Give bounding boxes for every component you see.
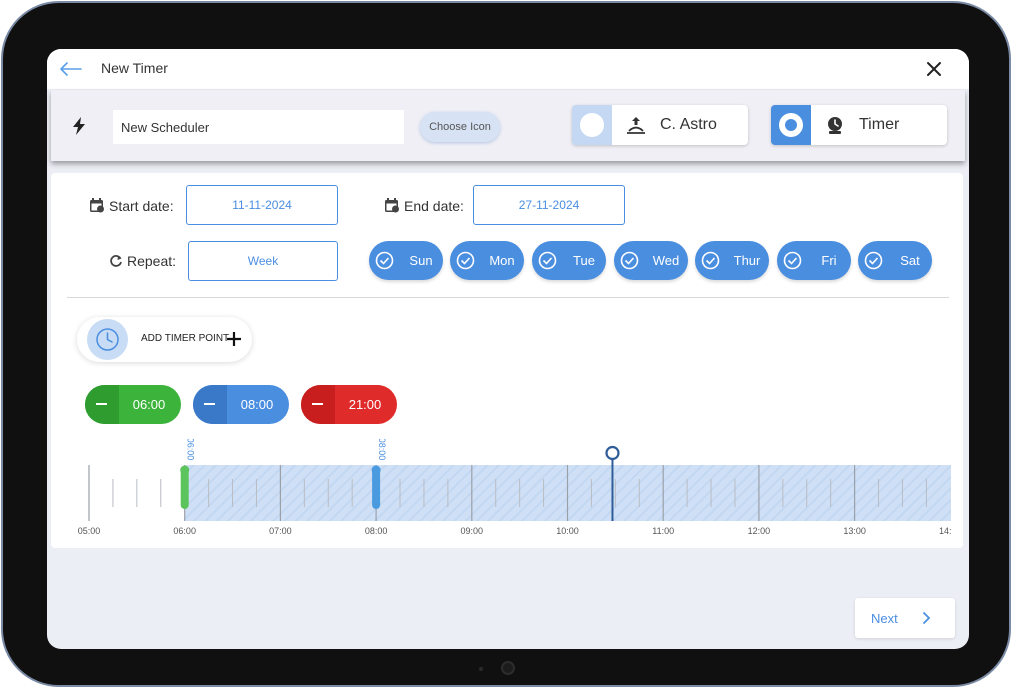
start-date-label-text: Start date: bbox=[109, 198, 174, 214]
check-circle-icon bbox=[701, 251, 720, 270]
day-toggle-tue[interactable]: Tue bbox=[532, 241, 606, 280]
check-circle-icon bbox=[538, 251, 557, 270]
schedule-panel: Start date: 11-11-2024 End date: 27-11-2… bbox=[51, 173, 963, 548]
timer-label: Timer bbox=[859, 116, 900, 133]
page-title: New Timer bbox=[101, 60, 168, 76]
minus-icon bbox=[312, 403, 323, 405]
timeline-hour-label: 13:00 bbox=[843, 526, 866, 536]
check-circle-icon bbox=[375, 251, 394, 270]
remove-timer-button[interactable] bbox=[301, 385, 335, 424]
day-toggle-mon[interactable]: Mon bbox=[450, 241, 524, 280]
timer-point-chip[interactable]: 08:00 bbox=[193, 385, 289, 424]
current-time-handle bbox=[605, 445, 620, 461]
astro-radio[interactable] bbox=[572, 105, 612, 145]
day-label: Sat bbox=[900, 253, 920, 268]
day-toggle-sat[interactable]: Sat bbox=[858, 241, 932, 280]
timer-marker bbox=[180, 467, 189, 509]
refresh-icon bbox=[110, 255, 122, 267]
day-label: Tue bbox=[573, 253, 595, 268]
choose-icon-button[interactable]: Choose Icon bbox=[420, 112, 500, 142]
minus-icon bbox=[204, 403, 215, 405]
repeat-label: Repeat: bbox=[109, 253, 176, 269]
day-toggle-sun[interactable]: Sun bbox=[369, 241, 443, 280]
timer-avatar bbox=[87, 319, 128, 360]
timer-marker-label: 06:00 bbox=[186, 439, 196, 460]
day-label: Thur bbox=[733, 253, 761, 268]
remove-timer-button[interactable] bbox=[85, 385, 119, 424]
day-label: Mon bbox=[489, 253, 515, 268]
mode-timer-option[interactable]: Timer bbox=[771, 105, 947, 145]
calendar-icon bbox=[385, 198, 399, 213]
day-toggle-wed[interactable]: Wed bbox=[614, 241, 688, 280]
start-date-label: Start date: bbox=[89, 197, 174, 214]
next-label: Next bbox=[871, 611, 898, 626]
day-toggle-fri[interactable]: Fri bbox=[777, 241, 851, 280]
stopwatch-icon bbox=[96, 328, 119, 351]
timer-marker bbox=[372, 467, 381, 509]
timer-marker-handle bbox=[180, 465, 190, 475]
mode-astro-option[interactable]: C. Astro bbox=[572, 105, 748, 145]
timeline-hour-label: 12:00 bbox=[748, 526, 771, 536]
scheduler-name-input[interactable] bbox=[113, 110, 404, 144]
timer-point-time: 21:00 bbox=[348, 397, 382, 412]
check-circle-icon bbox=[620, 251, 639, 270]
add-timer-point-button[interactable]: ADD TIMER POINT bbox=[77, 317, 252, 362]
check-circle-icon bbox=[783, 251, 802, 270]
remove-timer-button[interactable] bbox=[193, 385, 227, 424]
day-toggle-thur[interactable]: Thur bbox=[695, 241, 769, 280]
check-circle-icon bbox=[864, 251, 883, 270]
clock-icon bbox=[828, 117, 842, 134]
plus-icon bbox=[227, 332, 241, 346]
day-label: Sun bbox=[409, 253, 433, 268]
sunrise-icon bbox=[627, 117, 645, 134]
title-bar: New Timer bbox=[47, 49, 969, 89]
add-timer-point-label: ADD TIMER POINT bbox=[141, 333, 230, 344]
end-date-field[interactable]: 27-11-2024 bbox=[473, 185, 625, 225]
check-circle-icon bbox=[456, 251, 475, 270]
bolt-icon bbox=[73, 117, 85, 135]
start-date-field[interactable]: 11-11-2024 bbox=[186, 185, 338, 225]
app-screen: New Timer Choose Icon C. Astro bbox=[47, 49, 969, 649]
timer-marker-handle bbox=[371, 465, 381, 475]
timeline-hour-label: 11:00 bbox=[652, 526, 674, 536]
timeline-hour-label: 06:00 bbox=[173, 526, 196, 536]
minus-icon bbox=[96, 403, 107, 405]
timeline-hour-label: 08:00 bbox=[365, 526, 388, 536]
back-arrow-icon[interactable] bbox=[57, 57, 83, 81]
day-label: Wed bbox=[652, 253, 680, 268]
calendar-icon bbox=[90, 198, 104, 213]
chevron-right-icon bbox=[923, 612, 931, 624]
timeline-hour-label: 05:00 bbox=[78, 526, 101, 536]
sensor-dot bbox=[479, 667, 483, 671]
end-date-label-text: End date: bbox=[404, 198, 464, 214]
repeat-label-text: Repeat: bbox=[127, 253, 177, 269]
timeline-hour-label: 07:00 bbox=[269, 526, 292, 536]
timer-marker-label: 08:00 bbox=[377, 439, 387, 460]
next-button[interactable]: Next bbox=[855, 598, 955, 638]
timer-point-time: 06:00 bbox=[132, 397, 166, 412]
repeat-select[interactable]: Week bbox=[188, 241, 338, 281]
close-icon[interactable] bbox=[923, 58, 945, 80]
camera-icon bbox=[501, 661, 515, 675]
timer-radio[interactable] bbox=[771, 105, 811, 145]
timeline-hour-label: 14:00 bbox=[939, 526, 951, 536]
timeline-hour-label: 10:00 bbox=[556, 526, 579, 536]
day-label: Fri bbox=[821, 253, 837, 268]
scheduler-config-bar: Choose Icon C. Astro Timer bbox=[51, 90, 965, 161]
timeline-hour-label: 09:00 bbox=[461, 526, 484, 536]
astro-label: C. Astro bbox=[660, 116, 717, 133]
timer-point-time: 08:00 bbox=[240, 397, 274, 412]
timer-point-chip[interactable]: 06:00 bbox=[85, 385, 181, 424]
divider bbox=[67, 297, 949, 298]
timeline-ruler[interactable]: 05:00 06:00 07:00 08:00 09:00 10:00 11:00 12:00… bbox=[71, 439, 951, 539]
end-date-label: End date: bbox=[384, 197, 464, 214]
timer-point-chip[interactable]: 21:00 bbox=[301, 385, 397, 424]
